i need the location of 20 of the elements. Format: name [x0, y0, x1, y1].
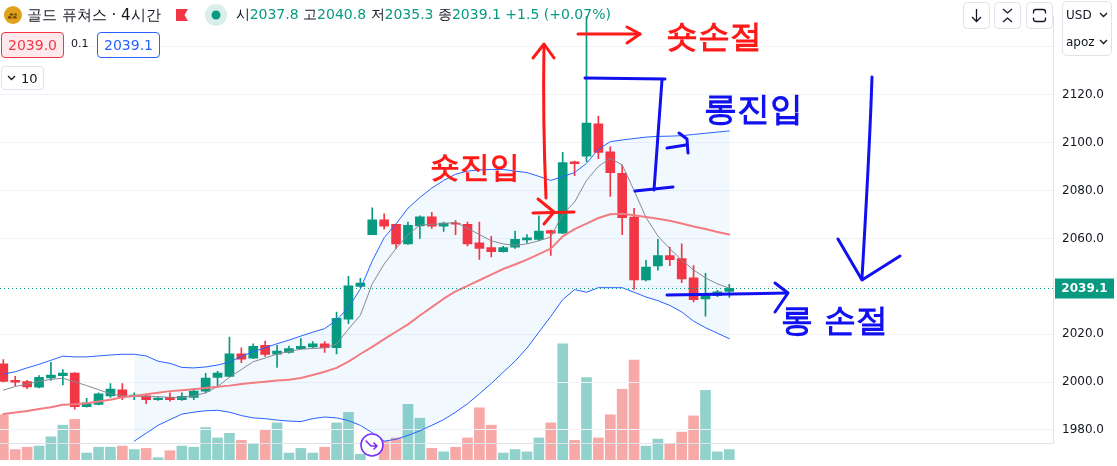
chart-title: 골드 퓨쳐스 · 4시간: [27, 5, 161, 25]
y-tick-label: 2060.0: [1062, 230, 1104, 245]
annotation: 롱진입: [704, 89, 803, 128]
y-tick-label: 2120.0: [1062, 86, 1104, 101]
text: 롱 손절: [781, 301, 889, 339]
y-tick-label: 2080.0: [1062, 182, 1104, 197]
annotation: 10: [21, 70, 38, 86]
text: apoz: [1066, 35, 1095, 49]
annotation: 2039.0: [1, 32, 64, 58]
y-tick-label: 2100.0: [1062, 134, 1104, 149]
y-tick-label: 1980.0: [1062, 422, 1104, 437]
text: USD: [1066, 8, 1092, 22]
y-tick-label: 2020.0: [1062, 326, 1104, 341]
annotation: 0.1: [71, 37, 89, 50]
ref-line-label: 2039.1: [1061, 281, 1108, 296]
toggle-button: 10: [1, 66, 44, 90]
annotation: 시2037.8 고2040.8 저2035.3 종2039.1 +1.5 (+0.07%): [235, 6, 611, 22]
annotation: 2039.1: [97, 32, 160, 58]
annotation: 숏손절: [666, 17, 762, 55]
y-tick-label: 2000.0: [1062, 374, 1104, 389]
